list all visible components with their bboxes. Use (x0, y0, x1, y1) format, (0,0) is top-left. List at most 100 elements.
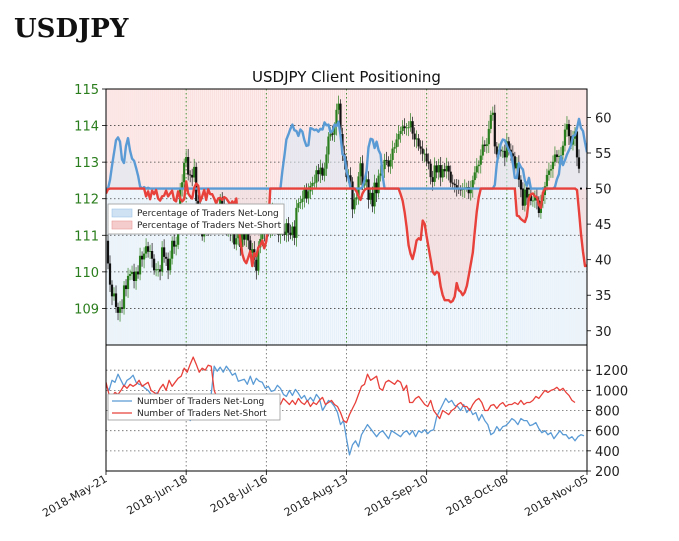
price-candle (251, 242, 254, 259)
date-tick-label: 2018-May-21 (40, 472, 109, 520)
price-candle (459, 185, 462, 196)
price-candle (150, 242, 154, 268)
price-candle (479, 149, 482, 174)
price-candle (471, 175, 474, 198)
price-candle (301, 190, 304, 210)
price-candle (501, 146, 504, 159)
price-candle (287, 217, 290, 242)
price-candle (445, 157, 448, 179)
price-candle (163, 239, 166, 263)
price-candle (551, 155, 555, 178)
price-candle (183, 158, 186, 192)
price-candle (140, 251, 144, 267)
price-candle (533, 190, 536, 208)
price-candle (475, 158, 478, 179)
net-short-count-line (106, 356, 576, 424)
price-candle (437, 158, 440, 180)
price-candle (519, 175, 522, 198)
price-candle (477, 160, 480, 174)
date-tick-label: 2018-Oct-08 (444, 472, 510, 518)
pct-tick-label: 55 (595, 147, 612, 162)
chart-title: USDJPY Client Positioning (252, 68, 441, 86)
net-short-fill (106, 181, 587, 303)
price-candle (577, 149, 581, 174)
price-candle (134, 267, 138, 290)
price-candle (317, 163, 320, 182)
price-candle (553, 146, 557, 167)
percentage-axis: 30 35 40 45 50 55 60 (587, 111, 612, 340)
date-tick-label: 2018-Nov-05 (522, 472, 590, 519)
price-candle (411, 116, 414, 140)
page-title: USDJPY (14, 14, 129, 44)
price-tick-label: 109 (74, 302, 99, 317)
count-axis: 200 400 600 800 1000 1200 (587, 364, 628, 480)
price-candle (187, 148, 190, 181)
price-candle (351, 177, 354, 219)
price-candle (146, 241, 150, 258)
price-candle (427, 153, 430, 170)
bottom-legend-box (107, 393, 281, 421)
price-candle (409, 113, 412, 132)
price-candle (136, 265, 140, 279)
price-candle (293, 220, 296, 246)
count-tick-label: 600 (595, 425, 620, 440)
price-candle (167, 252, 170, 280)
price-candle (126, 267, 130, 298)
price-candle (377, 169, 380, 198)
pct-tick-label: 35 (595, 289, 612, 304)
price-candle (369, 188, 372, 205)
price-candle (431, 170, 434, 191)
price-candle (305, 183, 308, 203)
price-candle (387, 156, 390, 173)
price-candle (483, 140, 486, 152)
price-candle (122, 281, 126, 315)
price-candle (159, 264, 162, 281)
price-candle (523, 181, 526, 212)
price-candle (413, 127, 416, 147)
legend-swatch-net-long (111, 208, 133, 218)
price-candle (110, 280, 114, 306)
price-candle (545, 168, 549, 191)
price-candle (128, 269, 132, 281)
price-candle (399, 126, 402, 143)
date-tick-label: 2018-Jun-18 (125, 472, 190, 517)
count-tick-label: 1000 (595, 384, 628, 399)
price-candle (449, 165, 452, 188)
price-candle (567, 119, 571, 145)
price-candle (441, 164, 444, 182)
price-candle (299, 195, 302, 209)
price-candle (193, 158, 196, 182)
price-candle (439, 157, 442, 187)
price-candle (185, 150, 188, 168)
price-candle (371, 186, 374, 213)
pct-tick-label: 60 (595, 111, 612, 126)
price-candle (161, 241, 164, 276)
price-candle (565, 116, 569, 137)
price-candle (395, 133, 398, 153)
price-candle (327, 132, 330, 164)
price-candle (521, 182, 524, 211)
price-candle (555, 150, 559, 163)
price-candle (291, 222, 294, 241)
price-candle (144, 238, 148, 258)
price-candle (419, 140, 422, 155)
price-candle (285, 218, 288, 243)
price-tick-label: 112 (74, 193, 99, 208)
price-candle (297, 198, 300, 213)
legend-label-net-short: Percentage of Traders Net-Short (137, 221, 282, 231)
price-candle (181, 174, 184, 197)
price-candle (307, 183, 310, 205)
price-candle (401, 120, 404, 136)
price-candle (407, 121, 410, 137)
price-candle (473, 166, 476, 185)
count-tick-label: 1200 (595, 364, 628, 379)
price-candle (120, 299, 124, 314)
price-candle (295, 199, 298, 247)
price-candle (405, 123, 408, 136)
legend-label-count-short: Number of Traders Net-Short (137, 409, 267, 419)
price-candle (313, 174, 316, 188)
price-candle (124, 279, 128, 297)
price-candle (467, 180, 470, 200)
pct-tick-label: 30 (595, 325, 612, 340)
price-candle (531, 196, 534, 207)
